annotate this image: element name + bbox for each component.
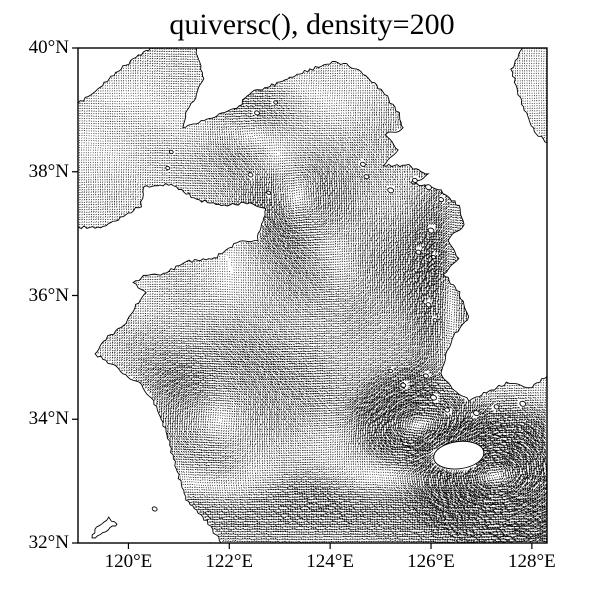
x-tick-label-128: 128°E <box>508 551 556 572</box>
y-tick-label-40: 40°N <box>28 37 69 58</box>
x-tick-label-122: 122°E <box>205 551 254 572</box>
y-tick-label-34: 34°N <box>28 408 69 430</box>
y-tick-label-38: 38°N <box>28 160 69 182</box>
x-tick-label-126: 126°E <box>407 551 455 572</box>
y-tick-label-32: 32°N <box>28 532 69 553</box>
y-tick-label-36: 36°N <box>28 284 69 306</box>
x-tick-label-120: 120°E <box>104 551 153 572</box>
chart-title: quiversc(), density=200 <box>169 8 455 41</box>
x-tick-label-124: 124°E <box>306 551 354 572</box>
